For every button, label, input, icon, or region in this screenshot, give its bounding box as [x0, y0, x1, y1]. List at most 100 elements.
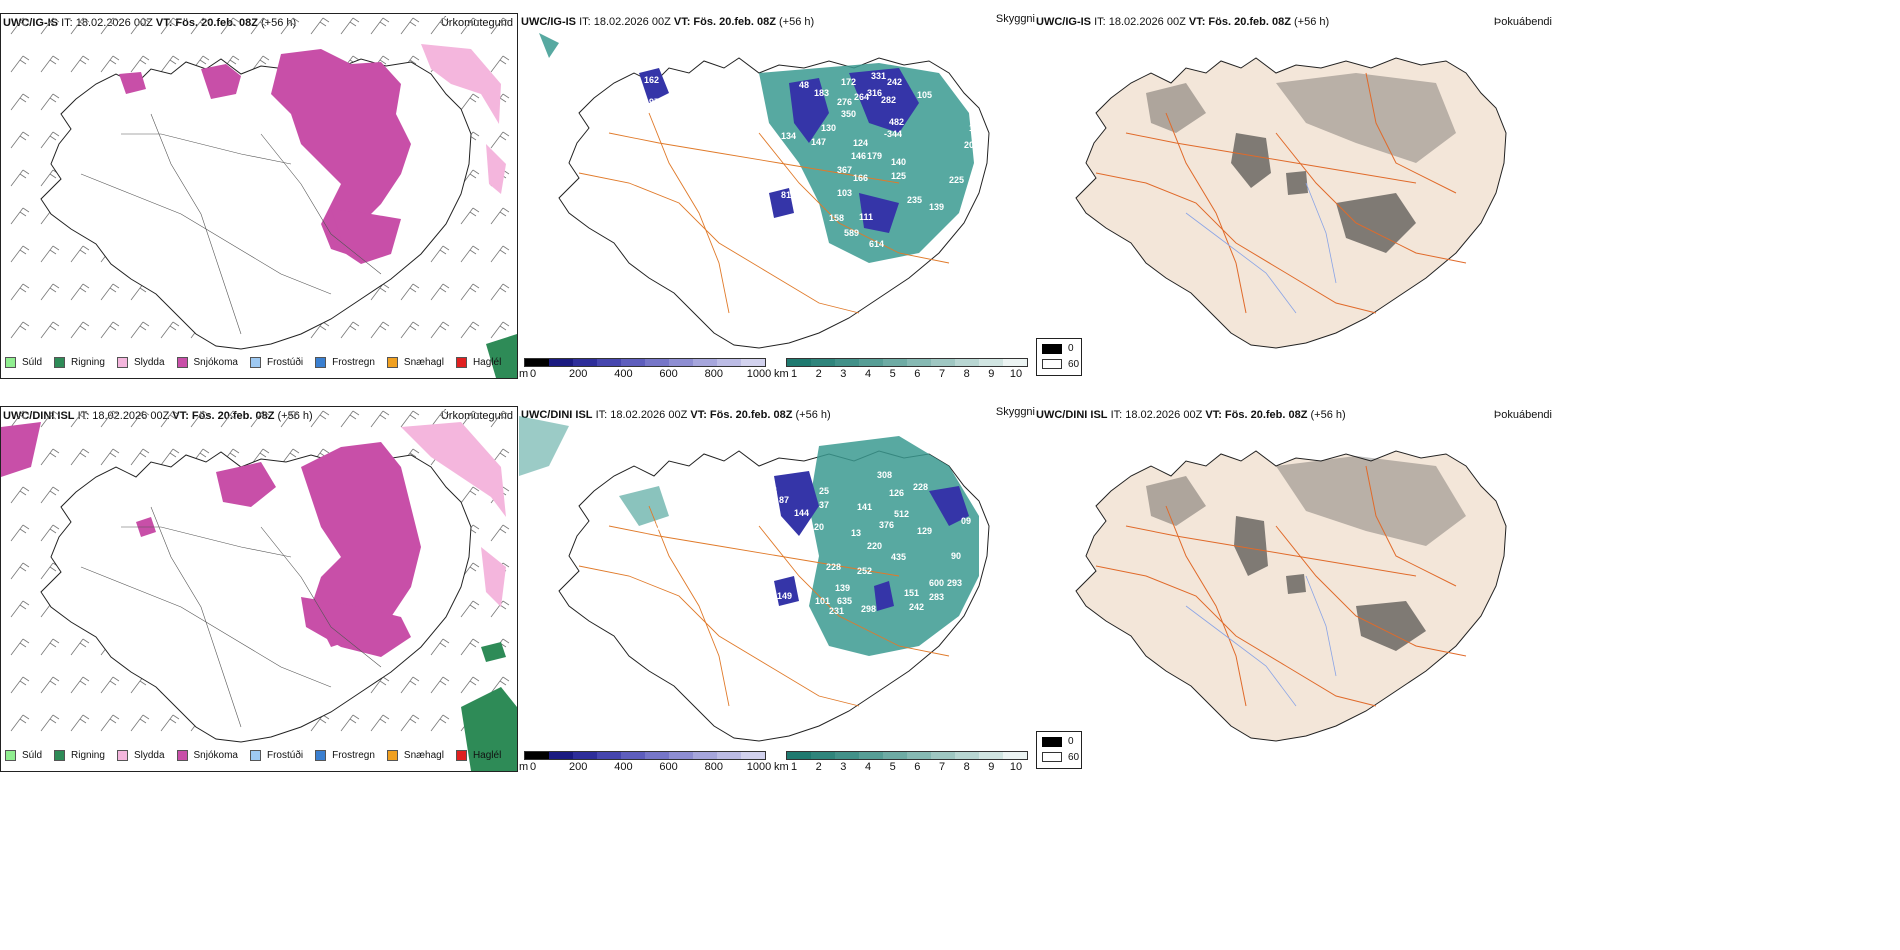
legend-item-snjokoma: Snjókoma: [176, 750, 238, 761]
depth-label: 635: [837, 596, 852, 606]
wind-barb: [70, 448, 90, 466]
depth-label: 282: [881, 95, 896, 105]
wind-barb: [400, 321, 420, 339]
wind-barb: [70, 676, 90, 694]
wind-barb: [100, 448, 120, 466]
snow-area: [1, 422, 421, 657]
colorbar-tick-label: 400: [614, 368, 633, 380]
colorbar-segment: [525, 752, 549, 759]
colorbar-tick-label: 800: [704, 761, 723, 773]
precip-legend-bottom: Súld Rigning Slydda Snjókoma Frostúði Fr…: [5, 750, 513, 761]
colorbar-tick-label: 1000: [746, 761, 772, 773]
snow-depth-field: [639, 68, 919, 233]
road-network: [1095, 72, 1467, 314]
snow-depth-unit: m: [519, 368, 529, 380]
snow-depth-colorbar-bottom: m 0 200 400 600 800 1000: [519, 751, 772, 773]
depth-label: 589: [844, 228, 859, 238]
colorbar-tick-label: 0: [529, 761, 537, 773]
iceland-land: [1075, 450, 1507, 742]
wind-barb: [490, 55, 510, 73]
road-network: [578, 505, 950, 707]
depth-label: -344: [884, 129, 902, 139]
colorbar-segment: [859, 359, 883, 366]
visibility-colorbar-swatches: [786, 358, 1028, 367]
legend-swatch: [116, 357, 128, 368]
legend-item-slydda: Slydda: [116, 357, 165, 368]
wind-barb: [250, 17, 270, 35]
wind-barb: [460, 638, 480, 656]
wind-barb: [40, 448, 60, 466]
depth-label: 101: [704, 123, 719, 133]
visibility-map-top: 162 978 361 101 48 183 276 172 331 242 3…: [539, 33, 990, 349]
wind-barb: [100, 321, 120, 339]
colorbar-tick-label: 8: [963, 368, 970, 380]
wind-barb: [100, 676, 120, 694]
depth-label: 103: [837, 188, 852, 198]
wind-barb: [340, 17, 360, 35]
wind-barb: [340, 410, 360, 428]
wind-barb: [40, 131, 60, 149]
depth-label: 220: [867, 541, 882, 551]
iceland-coastline: [40, 58, 472, 350]
depth-label: 144: [794, 508, 809, 518]
colorbar-segment: [1003, 752, 1027, 759]
wind-barb: [130, 410, 150, 428]
fog-legend-bottom: 0 60: [1036, 731, 1082, 769]
depth-label: 126: [889, 488, 904, 498]
legend-item-haglel: Haglél: [455, 357, 501, 368]
header-fog-bottom: UWC/DINI ISL IT: 18.02.2026 00Z VT: Fös.…: [1036, 409, 1346, 421]
depth-label: 141: [857, 502, 872, 512]
colorbar-tick-label: 7: [938, 368, 946, 380]
colorbar-segment: [573, 752, 597, 759]
depth-label: 376: [879, 520, 894, 530]
depth-label: 331: [871, 71, 886, 81]
fog-panel-bottom: UWC/DINI ISL IT: 18.02.2026 00Z VT: Fös.…: [1036, 406, 1556, 772]
wind-barb: [10, 93, 30, 111]
wind-barb: [100, 17, 120, 35]
colorbar-tick-label: 4: [864, 368, 872, 380]
colorbar-segment: [907, 359, 931, 366]
title-precip-type-bottom: Úrkomutegund: [440, 410, 513, 422]
fog-map-top: [1075, 57, 1507, 349]
wind-barb: [160, 55, 180, 73]
fog-legend-low-label: 60: [1068, 359, 1080, 370]
wind-barb: [220, 17, 240, 35]
visibility-map-bottom: 145 25 37 308 126 228 87 144 120 141 512…: [519, 416, 990, 742]
wind-barb: [340, 714, 360, 732]
depth-label: 176: [784, 538, 799, 548]
header-vis-bottom: UWC/DINI ISL IT: 18.02.2026 00Z VT: Fös.…: [521, 409, 831, 421]
snow-depth-labels: 162 978 361 101 48 183 276 172 331 242 3…: [644, 71, 984, 249]
wind-barb: [370, 283, 390, 301]
wind-barb: [40, 676, 60, 694]
colorbar-tick-label: 4: [864, 761, 872, 773]
wind-barb: [430, 321, 450, 339]
visibility-unit: km: [774, 761, 789, 773]
wind-barb: [370, 17, 390, 35]
wind-barb: [490, 410, 510, 428]
depth-label: 361: [719, 100, 734, 110]
depth-label: 225: [949, 175, 964, 185]
colorbar-tick-label: 6: [914, 761, 921, 773]
wind-barb: [100, 714, 120, 732]
wind-barb: [40, 524, 60, 542]
colorbar-segment: [693, 359, 717, 366]
wind-barb: [10, 169, 30, 187]
wind-barb: [400, 17, 420, 35]
wind-barb: [160, 17, 180, 35]
colorbar-segment: [669, 359, 693, 366]
wind-barb: [490, 283, 510, 301]
colorbar-segment: [597, 752, 621, 759]
wind-barb: [70, 283, 90, 301]
legend-item-frostudi: Frostúði: [249, 750, 303, 761]
colorbar-tick-label: 600: [659, 368, 678, 380]
precip-legend-top: Súld Rigning Slydda Snjókoma Frostúði Fr…: [5, 357, 513, 368]
wind-barb: [10, 55, 30, 73]
depth-label: 158: [829, 213, 844, 223]
legend-swatch: [386, 357, 398, 368]
legend-swatch: [455, 357, 467, 368]
visibility-panel-top: UWC/IG-IS IT: 18.02.2026 00Z VT: Fös. 20…: [519, 13, 1035, 380]
depth-label: 134: [781, 131, 796, 141]
depth-label: 90: [951, 551, 961, 561]
colorbar-tick-label: 5: [889, 761, 896, 773]
legend-swatch: [455, 750, 467, 761]
